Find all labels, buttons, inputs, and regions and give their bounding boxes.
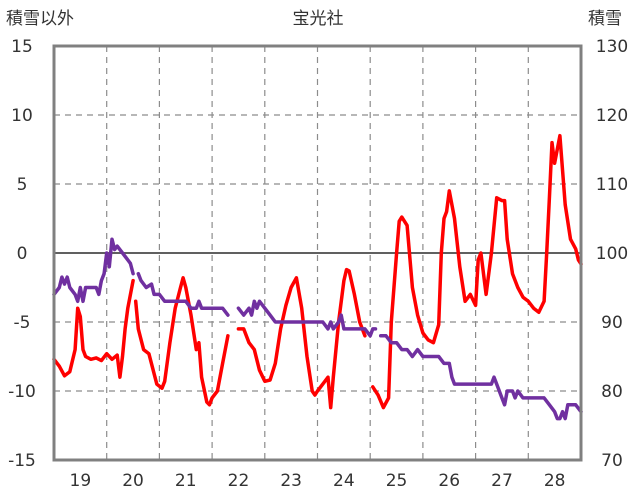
chart-title: 宝光社 (293, 9, 344, 29)
y-right-tick-label: 80 (601, 382, 623, 402)
y-left-tick-labels: 15 10 5 0 -5 -10 -15 (8, 37, 36, 471)
y-right-tick-label: 70 (601, 451, 623, 471)
snow-series-segment-2 (236, 299, 378, 338)
y-left-tick-label: -15 (8, 451, 36, 471)
y-left-tick-label: -10 (8, 382, 36, 402)
x-tick-labels: 19 20 21 22 23 24 25 26 27 28 (70, 471, 566, 491)
snow-series-segment-0 (52, 237, 135, 304)
y-right-tick-label: 120 (596, 106, 628, 126)
x-tick-label: 26 (438, 471, 460, 491)
x-tick-label: 23 (280, 471, 302, 491)
y-right-axis-label: 積雪 (588, 9, 622, 29)
x-tick-label: 20 (122, 471, 144, 491)
snow-series-segment-3 (378, 334, 583, 421)
x-tick-label: 25 (386, 471, 408, 491)
plot-frame (52, 44, 583, 462)
x-tick-label: 19 (70, 471, 92, 491)
y-left-tick-label: 5 (17, 175, 28, 195)
y-left-tick-label: 10 (11, 106, 33, 126)
x-tick-label: 21 (175, 471, 197, 491)
other-series-segment-0 (52, 278, 135, 379)
other-series-segment-1 (133, 276, 230, 407)
other-series-segment-2 (236, 267, 367, 410)
x-tick-label: 22 (228, 471, 250, 491)
x-tick-label: 27 (491, 471, 513, 491)
chart-series (52, 133, 583, 421)
y-left-tick-label: 15 (11, 37, 33, 57)
y-right-tick-label: 90 (601, 313, 623, 333)
snow-series-segment-1 (136, 271, 230, 317)
y-right-tick-label: 110 (596, 175, 628, 195)
y-left-tick-label: 0 (17, 244, 28, 264)
y-right-tick-label: 130 (596, 37, 628, 57)
y-left-tick-label: -5 (14, 313, 31, 333)
y-right-tick-labels: 130 120 110 100 90 80 70 (596, 37, 628, 471)
x-tick-label: 28 (544, 471, 566, 491)
y-left-axis-label: 積雪以外 (6, 9, 74, 29)
x-tick-label: 24 (333, 471, 355, 491)
y-right-tick-label: 100 (596, 244, 628, 264)
other-series-segment-3 (371, 133, 583, 410)
